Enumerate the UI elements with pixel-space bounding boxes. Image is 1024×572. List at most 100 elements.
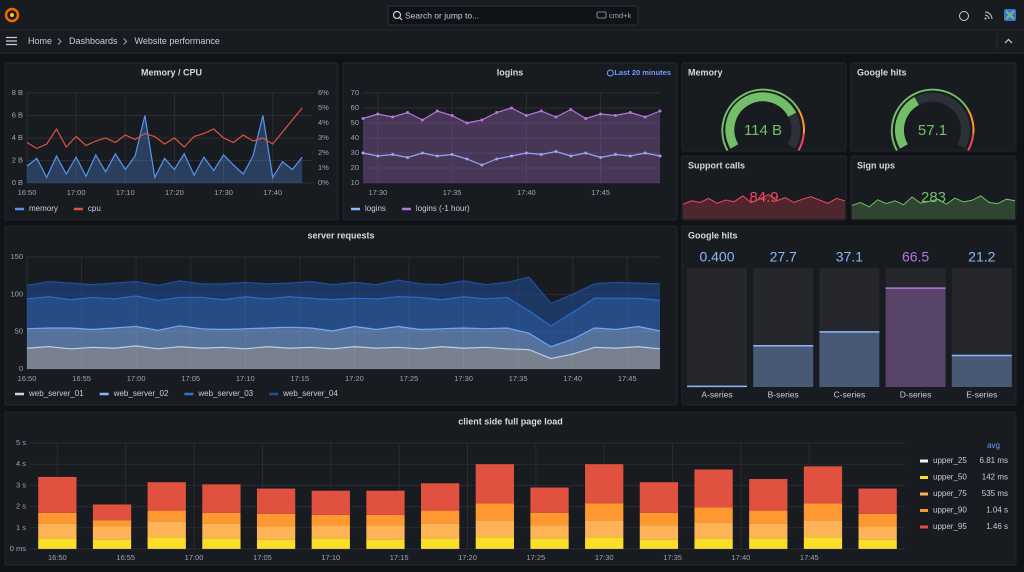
x-tick-label: 17:40	[563, 374, 582, 383]
help-button[interactable]	[959, 11, 969, 21]
panel	[850, 155, 1017, 221]
bar-segment	[202, 484, 241, 513]
sparkline	[682, 193, 846, 205]
y-tick-label: 60	[351, 103, 359, 112]
x-tick-label: 17:30	[368, 188, 387, 197]
bar-segment	[803, 520, 843, 538]
help-icon	[959, 11, 969, 21]
data-point	[420, 151, 424, 155]
bar-segment	[421, 483, 460, 511]
bar-segment	[694, 538, 733, 549]
bar-segment	[475, 464, 514, 504]
legend-value: 142 ms	[982, 473, 1008, 482]
gauge-value-label: 114 B	[744, 122, 782, 139]
menu-button[interactable]	[6, 36, 17, 46]
breadcrumb-bar	[0, 31, 1024, 53]
bar-category-label: D-series	[900, 389, 932, 399]
data-point	[406, 156, 410, 159]
news-icon-dot	[984, 17, 987, 20]
bar-value-label: 27.7	[770, 249, 797, 265]
x-tick-label: 17:00	[185, 553, 204, 562]
x-tick-label: 17:35	[509, 374, 528, 383]
y-tick-label: 100	[10, 289, 23, 298]
bar-category-label: C-series	[834, 389, 866, 399]
bar-segment	[585, 464, 624, 504]
bar-segment	[202, 512, 241, 524]
data-point	[524, 114, 528, 117]
bar-value-label: 37.1	[836, 249, 863, 265]
bar-segment	[202, 538, 241, 549]
x-tick-label: 17:25	[400, 374, 419, 383]
breadcrumb-link[interactable]: Dashboards	[69, 36, 118, 46]
bar-segment	[256, 513, 296, 527]
bar-value-label: 21.2	[968, 249, 995, 265]
legend-value: 1.46 s	[986, 522, 1008, 531]
data-point	[554, 150, 558, 153]
data-point	[628, 111, 632, 114]
area-fill	[27, 295, 660, 347]
bar-segment	[366, 539, 405, 549]
bar-segment	[421, 523, 460, 539]
y-tick-label: 1 s	[16, 523, 26, 532]
y-tick-label: 10	[351, 178, 359, 187]
collapse-button[interactable]	[1004, 38, 1013, 44]
gauge-value	[725, 92, 797, 149]
data-point	[361, 117, 365, 120]
stat-value: 283	[921, 189, 946, 206]
bar-segment	[311, 538, 350, 549]
panel-title: Google hits	[857, 67, 907, 77]
y2-tick-label: 1%	[318, 163, 329, 172]
breadcrumb-link[interactable]: Home	[28, 36, 52, 46]
legend-value: 1.04 s	[986, 506, 1008, 515]
threshold-band	[797, 109, 805, 134]
y2-tick-label: 5%	[318, 103, 329, 112]
bar-segment	[639, 512, 679, 526]
bar-segment	[585, 537, 624, 549]
bar-category-label: E-series	[966, 389, 997, 399]
data-point	[465, 121, 469, 125]
profile-button[interactable]	[1004, 9, 1016, 21]
data-point	[495, 157, 499, 161]
data-point	[613, 153, 617, 156]
y2-tick-label: 2%	[318, 148, 329, 157]
panel	[4, 62, 339, 221]
data-point	[569, 154, 573, 158]
data-point	[628, 154, 632, 158]
bar-segment	[694, 469, 733, 508]
bar-segment	[38, 538, 77, 549]
legend-swatch	[920, 459, 928, 463]
news-button[interactable]	[984, 11, 993, 20]
y-tick-label: 150	[10, 252, 23, 261]
legend-value: 535 ms	[982, 489, 1008, 498]
bar-segment	[585, 503, 624, 521]
y-tick-label: 5 s	[16, 438, 26, 447]
logo-core	[10, 13, 14, 17]
bar-segment	[147, 537, 186, 549]
data-point	[658, 154, 662, 158]
bar-segment	[38, 476, 77, 513]
collapse-icon	[1004, 38, 1013, 44]
bar-segment	[858, 513, 897, 527]
bar-category-label: A-series	[701, 389, 732, 399]
bar-segment	[475, 537, 514, 549]
x-tick-label: 16:55	[116, 553, 135, 562]
bar-segment	[92, 526, 132, 540]
legend-swatch	[920, 476, 928, 479]
y2-tick-label: 0%	[318, 178, 329, 187]
bar-segment	[147, 521, 186, 538]
threshold-band	[890, 88, 969, 151]
y-tick-label: 40	[351, 133, 359, 142]
y2-tick-label: 6%	[318, 88, 329, 97]
search-box[interactable]: Search or jump to... cmd+k	[387, 5, 639, 26]
area-fill	[27, 345, 660, 369]
y-tick-label: 30	[351, 148, 359, 157]
data-point	[391, 153, 395, 156]
x-tick-label: 16:55	[72, 374, 91, 383]
y-tick-label: 6 B	[12, 110, 23, 119]
bar-segment	[256, 526, 296, 540]
logo[interactable]	[4, 7, 20, 23]
data-point	[465, 157, 469, 161]
y-tick-label: 4 B	[12, 133, 23, 142]
